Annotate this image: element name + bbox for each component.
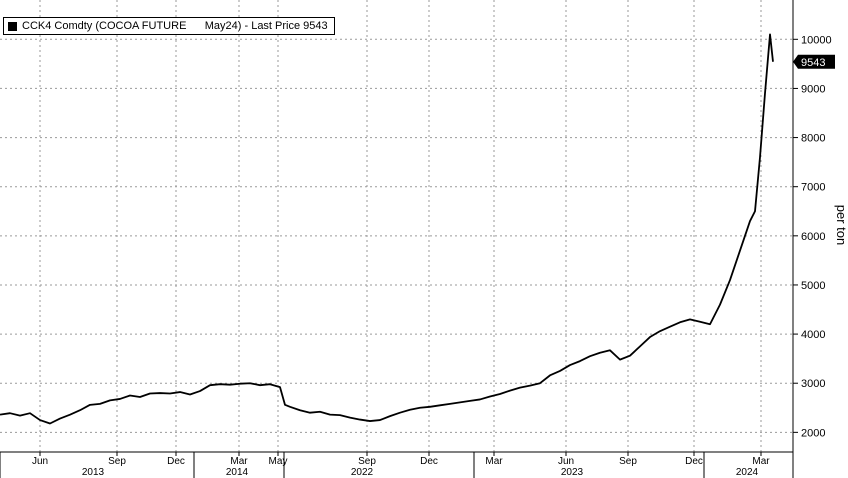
legend: CCK4 Comdty (COCOA FUTURE May24) - Last …	[3, 17, 335, 35]
last-price-badge	[793, 54, 835, 69]
y-axis-label: per ton	[834, 205, 848, 245]
last-price-tag: 9543	[793, 54, 835, 69]
x-month-label: Sep	[619, 456, 637, 467]
x-axis-labels: Jun Sep Dec Mar May Sep Dec Mar Jun Sep Dec Mar 2013…	[32, 456, 770, 478]
x-month-label: Dec	[420, 456, 438, 467]
y-tick-label: 2000	[801, 427, 825, 439]
x-year-label: 2014	[226, 467, 249, 478]
y-tick-label: 5000	[801, 280, 825, 292]
x-year-label: 2023	[561, 467, 584, 478]
y-tick-label: 7000	[801, 182, 825, 194]
x-month-label: Mar	[485, 456, 503, 467]
x-month-label: Jun	[32, 456, 48, 467]
y-tick-label: 9000	[801, 83, 825, 95]
y-tick-label: 3000	[801, 378, 825, 390]
x-month-label: Dec	[167, 456, 185, 467]
y-tick-label: 8000	[801, 133, 825, 145]
x-month-label: Sep	[358, 456, 376, 467]
x-month-label: Dec	[685, 456, 703, 467]
x-year-label: 2024	[736, 467, 759, 478]
x-month-label: Sep	[108, 456, 126, 467]
x-month-label: Mar	[230, 456, 248, 467]
price-series	[0, 33, 774, 425]
x-month-label: Jun	[558, 456, 574, 467]
y-axis-ticks: 2000 3000 4000 5000 6000 7000 8000 9000 10000	[793, 34, 832, 439]
price-line	[0, 33, 774, 425]
y-tick-label: 4000	[801, 329, 825, 341]
grid-lines	[0, 0, 793, 452]
y-tick-label: 6000	[801, 231, 825, 243]
x-month-label: May	[269, 456, 288, 467]
x-year-label: 2013	[82, 467, 105, 478]
x-month-label: Mar	[752, 456, 770, 467]
legend-swatch	[8, 21, 17, 31]
x-year-label: 2022	[351, 467, 374, 478]
y-tick-label: 10000	[801, 34, 832, 46]
legend-label: CCK4 Comdty (COCOA FUTURE May24) - Last …	[22, 20, 328, 32]
last-price-label: 9543	[801, 57, 825, 69]
axes	[0, 0, 794, 478]
